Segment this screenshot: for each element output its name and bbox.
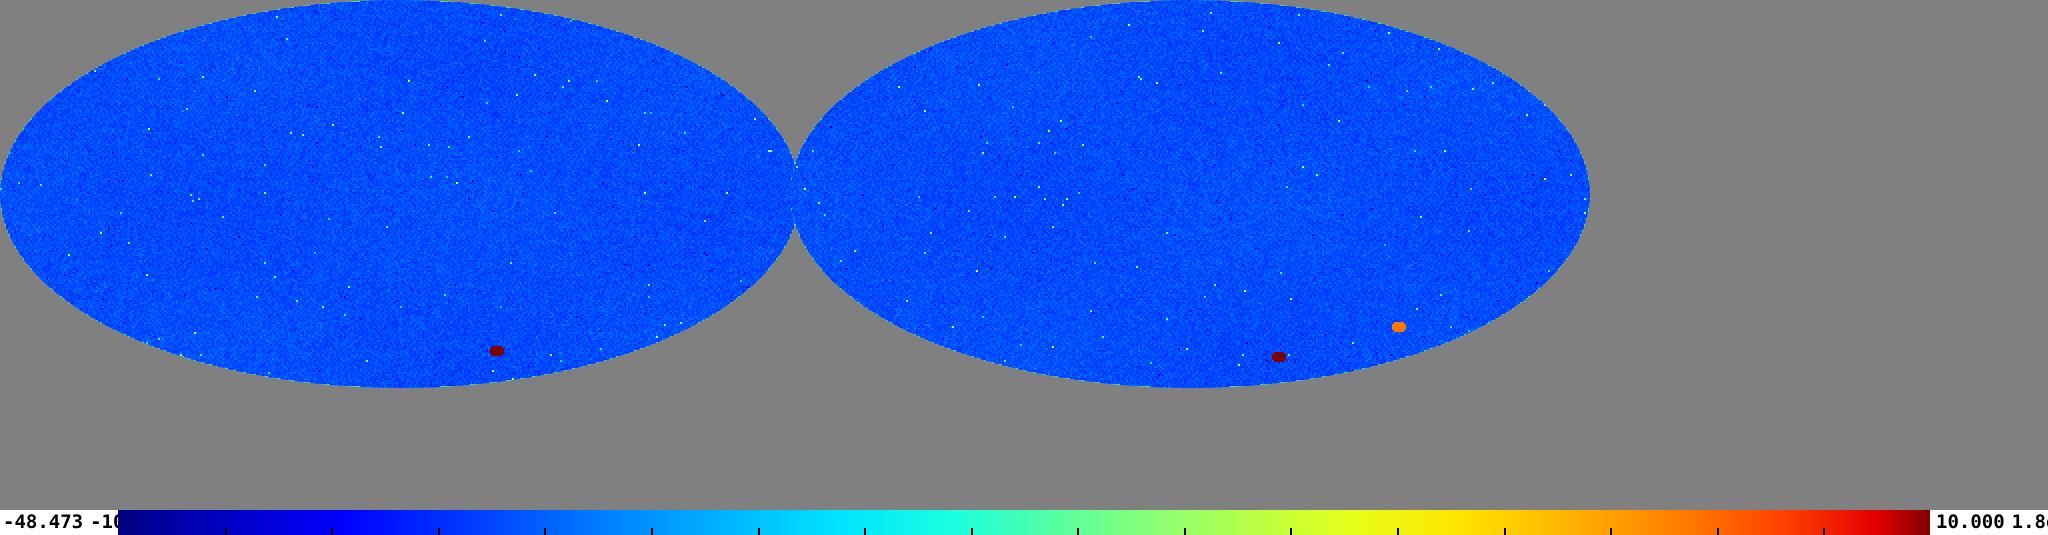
colorbar-vmax-label: 1.8e+02 — [2011, 511, 2048, 533]
mollweide-ellipse-right — [790, 0, 1590, 388]
colorbar-min-labels: -48.473-10.000 — [0, 510, 170, 535]
sky-map-left-panel — [0, 0, 800, 390]
colorbar: -48.473-10.000 10.000 1.8e+02 — [0, 510, 2048, 535]
colorbar-vmin-label: -48.473 — [3, 511, 84, 533]
mollweide-ellipse-left — [0, 0, 800, 388]
colorbar-vmax-tick-label: 10.000 — [1936, 511, 2005, 533]
sky-map-left-image — [0, 0, 800, 388]
colorbar-gradient — [118, 510, 1930, 535]
sky-map-right-image — [790, 0, 1590, 388]
sky-map-right-panel — [790, 0, 1590, 390]
colorbar-max-labels: 10.000 1.8e+02 — [1930, 510, 2048, 535]
